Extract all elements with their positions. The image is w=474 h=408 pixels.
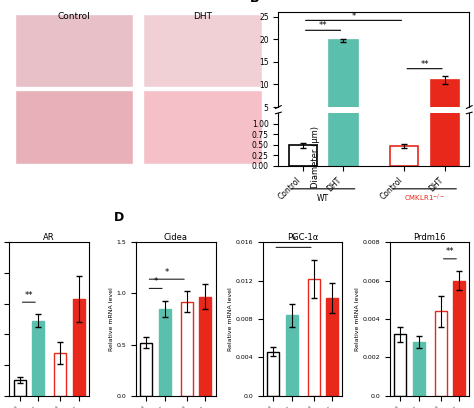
Bar	[14, 380, 26, 396]
Bar	[329, 0, 357, 166]
Bar	[267, 352, 279, 396]
Bar	[73, 299, 84, 396]
Bar	[15, 91, 133, 164]
Y-axis label: Relative mRNA level: Relative mRNA level	[109, 287, 114, 351]
Text: B: B	[250, 0, 259, 4]
Text: *: *	[154, 277, 158, 286]
Bar	[308, 279, 320, 396]
Bar	[286, 315, 298, 396]
Text: Diameter (μm): Diameter (μm)	[311, 126, 319, 188]
Bar	[289, 145, 317, 166]
Text: D: D	[114, 211, 124, 224]
Text: *: *	[351, 11, 356, 20]
Text: CMKLR1$^{-/-}$: CMKLR1$^{-/-}$	[404, 193, 445, 204]
Bar	[54, 353, 66, 396]
Y-axis label: Relative mRNA level: Relative mRNA level	[228, 287, 233, 351]
Text: **: **	[446, 247, 454, 256]
Bar	[181, 302, 193, 396]
Text: CMKLR1$^{-/-}$: CMKLR1$^{-/-}$	[0, 105, 2, 150]
Bar	[15, 14, 133, 87]
Text: WT: WT	[317, 195, 329, 204]
Title: AR: AR	[43, 233, 55, 242]
Text: Control: Control	[57, 12, 90, 21]
Bar	[140, 343, 153, 396]
Text: *: *	[292, 236, 296, 245]
Bar	[390, 128, 419, 130]
Text: **: **	[25, 290, 33, 299]
Bar	[144, 91, 262, 164]
Text: WT: WT	[0, 44, 2, 58]
Bar	[390, 146, 419, 166]
Bar	[453, 281, 465, 396]
Bar	[144, 14, 262, 87]
Bar	[435, 311, 447, 396]
Bar	[412, 342, 425, 396]
Title: Prdm16: Prdm16	[413, 233, 446, 242]
Bar	[394, 335, 406, 396]
Text: DHT: DHT	[193, 12, 212, 21]
Title: PGC-1α: PGC-1α	[287, 233, 319, 242]
Bar	[329, 40, 357, 130]
Text: **: **	[420, 60, 429, 69]
Bar	[326, 298, 338, 396]
Title: Cidea: Cidea	[164, 233, 188, 242]
Text: **: **	[319, 22, 328, 31]
Bar	[200, 297, 211, 396]
Bar	[431, 80, 459, 130]
Bar	[159, 309, 171, 396]
Y-axis label: Relative mRNA level: Relative mRNA level	[355, 287, 360, 351]
Bar	[289, 127, 317, 130]
Text: *: *	[164, 268, 169, 277]
Bar	[32, 321, 44, 396]
Bar	[431, 0, 459, 166]
